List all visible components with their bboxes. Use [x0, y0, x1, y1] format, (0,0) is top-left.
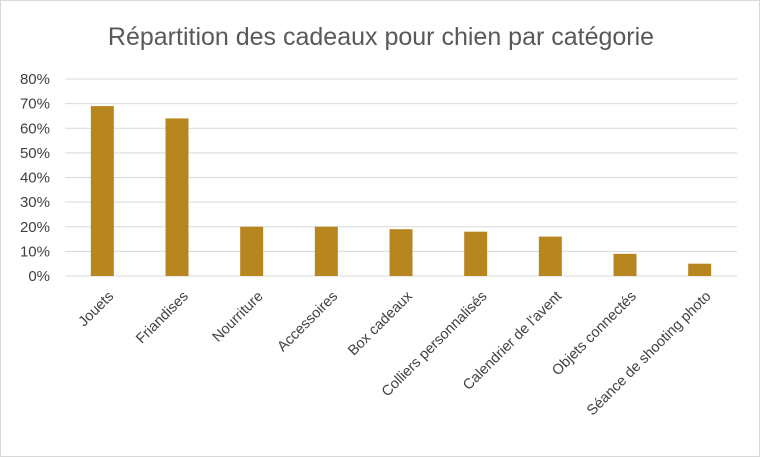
- y-tick-label: 40%: [20, 170, 50, 187]
- bar: [240, 226, 264, 276]
- y-axis-ticks: 0% 10% 20% 30% 40% 50% 60% 70% 80%: [20, 71, 50, 285]
- y-tick-label: 50%: [20, 145, 50, 162]
- x-tick-label: Box cadeaux: [345, 288, 416, 359]
- y-tick-label: 80%: [20, 71, 50, 88]
- y-tick-label: 30%: [20, 194, 50, 211]
- x-axis-labels: Jouets Friandises Nourriture Accessoires Box…: [76, 288, 715, 419]
- x-tick-label: Accessoires: [275, 289, 342, 356]
- bar: [314, 226, 338, 276]
- bars: [90, 106, 712, 277]
- x-tick-label: Séance de shooting photo: [584, 289, 714, 419]
- bar: [688, 263, 712, 276]
- bar: [538, 236, 562, 276]
- y-tick-label: 20%: [20, 219, 50, 236]
- bar: [389, 229, 413, 276]
- bar: [613, 253, 637, 276]
- y-tick-label: 0%: [28, 268, 50, 285]
- y-tick-label: 70%: [20, 96, 50, 113]
- y-tick-label: 60%: [20, 120, 50, 137]
- bar: [90, 106, 114, 277]
- y-tick-label: 10%: [20, 243, 50, 260]
- x-tick-label: Friandises: [133, 289, 192, 348]
- bar: [165, 118, 189, 277]
- x-tick-label: Jouets: [76, 289, 118, 331]
- x-tick-label: Nourriture: [210, 289, 267, 346]
- chart-title: Répartition des cadeaux pour chien par c…: [108, 23, 654, 51]
- bar: [464, 231, 488, 276]
